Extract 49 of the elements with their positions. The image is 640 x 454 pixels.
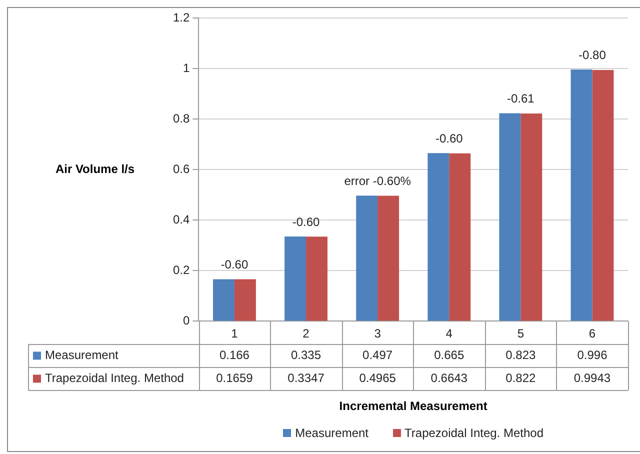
x-tick-label: 2 — [302, 326, 310, 341]
bar — [234, 279, 256, 321]
bar — [428, 153, 450, 321]
y-tick-label: 0.4 — [172, 212, 190, 226]
y-tick-label: 1 — [182, 60, 190, 75]
x-axis-title: Incremental Measurement — [339, 399, 488, 414]
bar — [356, 196, 378, 321]
x-tick-label: 6 — [588, 326, 596, 341]
annotation: -0.61 — [506, 92, 535, 106]
data-label: 0.335 — [290, 348, 322, 362]
data-label: 0.822 — [506, 371, 536, 386]
x-tick-label: 3 — [374, 326, 382, 341]
x-tick-label: 1 — [231, 326, 238, 341]
bar — [499, 113, 521, 321]
annotation: -0.60 — [435, 131, 464, 146]
legend-label: Trapezoidal Integ. Method — [45, 371, 184, 386]
bar — [212, 279, 234, 321]
bar — [378, 196, 400, 321]
bar — [570, 70, 592, 321]
annotation: error -0.60% — [344, 174, 412, 188]
text: Trapezoidal Integ. Method — [404, 426, 544, 440]
y-tick-label: 0.8 — [172, 111, 190, 126]
x-tick-label: 5 — [517, 326, 524, 341]
bar — [284, 236, 306, 321]
data-label: 0.3347 — [288, 371, 325, 386]
y-tick-label: 0.6 — [172, 162, 190, 176]
legend-label: Measurement — [45, 348, 120, 362]
bar — [449, 153, 471, 321]
x-tick-label: 4 — [446, 326, 453, 341]
data-label: 0.665 — [434, 348, 464, 362]
y-tick-label: 1.2 — [172, 10, 190, 24]
data-label: 0.823 — [506, 348, 536, 362]
bar — [306, 236, 328, 321]
y-tick-label: 0 — [182, 314, 190, 328]
y-axis-title: Air Volume l/s — [55, 162, 135, 176]
bar — [592, 70, 614, 321]
bar — [520, 114, 542, 321]
data-label: 0.1659 — [216, 371, 254, 386]
y-tick-label: 0.2 — [172, 262, 190, 277]
annotation: -0.60 — [220, 258, 248, 272]
data-label: 0.4965 — [359, 371, 396, 386]
data-label: 0.6643 — [430, 371, 468, 386]
annotation: -0.80 — [578, 48, 606, 62]
text: Measurement — [295, 426, 369, 440]
data-label: 0.497 — [362, 348, 393, 362]
data-label: 0.9943 — [574, 371, 611, 386]
annotation: -0.60 — [292, 214, 320, 229]
data-label: 0.996 — [577, 348, 608, 362]
data-label: 0.166 — [219, 348, 250, 362]
